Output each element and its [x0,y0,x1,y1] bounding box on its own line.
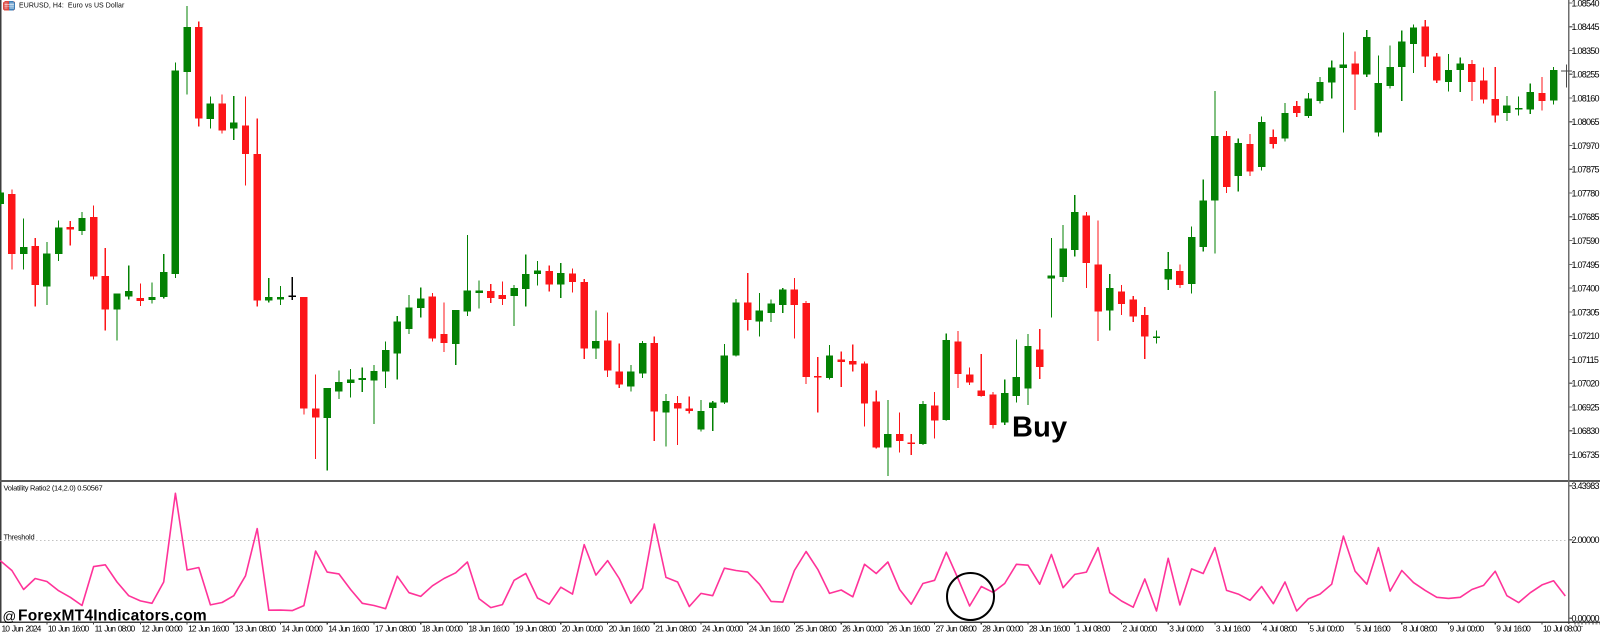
svg-text:10 Jun 2024: 10 Jun 2024 [2,624,42,633]
svg-text:1.08160: 1.08160 [1572,93,1600,103]
svg-text:24 Jun 00:00: 24 Jun 00:00 [702,624,744,633]
svg-text:1.08445: 1.08445 [1572,22,1600,32]
svg-text:26 Jun 00:00: 26 Jun 00:00 [842,624,884,633]
svg-text:20 Jun 00:00: 20 Jun 00:00 [562,624,604,633]
svg-text:9 Jul 00:00: 9 Jul 00:00 [1450,624,1485,633]
svg-text:8 Jul 08:00: 8 Jul 08:00 [1403,624,1438,633]
svg-text:27 Jun 08:00: 27 Jun 08:00 [936,624,978,633]
svg-text:5 Jul 00:00: 5 Jul 00:00 [1309,624,1344,633]
svg-text:1.07685: 1.07685 [1572,212,1600,222]
svg-text:10 Jul 08:00: 10 Jul 08:00 [1543,624,1582,633]
svg-text:18 Jun 16:00: 18 Jun 16:00 [468,624,510,633]
svg-text:1.06925: 1.06925 [1572,402,1600,412]
svg-text:EURUSD, H4: Euro vs US Dollar: EURUSD, H4: Euro vs US Dollar [19,2,125,9]
svg-text:14 Jun 00:00: 14 Jun 00:00 [282,624,324,633]
svg-text:11 Jun 08:00: 11 Jun 08:00 [95,624,136,633]
svg-text:1.07875: 1.07875 [1572,165,1600,175]
svg-text:21 Jun 08:00: 21 Jun 08:00 [655,624,697,633]
svg-text:20 Jun 16:00: 20 Jun 16:00 [609,624,651,633]
svg-text:Volatility Ratio2 (14,2.0) 0.5: Volatility Ratio2 (14,2.0) 0.50567 [4,484,103,493]
svg-text:1.07780: 1.07780 [1572,189,1600,199]
svg-text:12 Jun 16:00: 12 Jun 16:00 [188,624,230,633]
svg-text:1.07970: 1.07970 [1572,141,1600,151]
svg-text:1.06830: 1.06830 [1572,426,1600,436]
svg-text:1.07020: 1.07020 [1572,379,1600,389]
svg-text:17 Jun 08:00: 17 Jun 08:00 [375,624,417,633]
svg-text:0.00000: 0.00000 [1572,614,1600,624]
svg-text:1 Jul 08:00: 1 Jul 08:00 [1076,624,1111,633]
svg-text:18 Jun 00:00: 18 Jun 00:00 [422,624,464,633]
svg-text:@: @ [3,609,17,624]
svg-text:14 Jun 16:00: 14 Jun 16:00 [328,624,370,633]
svg-text:Buy: Buy [1012,412,1067,444]
svg-text:10 Jun 16:00: 10 Jun 16:00 [48,624,90,633]
svg-text:19 Jun 08:00: 19 Jun 08:00 [515,624,557,633]
svg-text:13 Jun 08:00: 13 Jun 08:00 [235,624,277,633]
svg-text:ForexMT4Indicators.com: ForexMT4Indicators.com [18,608,207,625]
svg-text:2 Jul 00:00: 2 Jul 00:00 [1123,624,1158,633]
svg-text:26 Jun 16:00: 26 Jun 16:00 [889,624,931,633]
svg-text:9 Jul 16:00: 9 Jul 16:00 [1496,624,1531,633]
svg-text:1.07210: 1.07210 [1572,331,1600,341]
svg-text:12 Jun 00:00: 12 Jun 00:00 [141,624,183,633]
svg-text:1.08255: 1.08255 [1572,70,1600,80]
svg-text:1.07305: 1.07305 [1572,307,1600,317]
svg-text:1.06735: 1.06735 [1572,450,1600,460]
svg-text:1.07115: 1.07115 [1572,355,1599,365]
svg-text:24 Jun 16:00: 24 Jun 16:00 [749,624,791,633]
svg-text:1.07400: 1.07400 [1572,284,1600,294]
svg-text:1.07590: 1.07590 [1572,236,1600,246]
svg-text:Threshold: Threshold [4,533,35,542]
svg-text:28 Jun 00:00: 28 Jun 00:00 [982,624,1024,633]
svg-text:28 Jun 16:00: 28 Jun 16:00 [1029,624,1071,633]
svg-text:1.08350: 1.08350 [1572,46,1600,56]
svg-text:25 Jun 08:00: 25 Jun 08:00 [795,624,837,633]
svg-text:3 Jul 16:00: 3 Jul 16:00 [1216,624,1251,633]
svg-text:4 Jul 08:00: 4 Jul 08:00 [1263,624,1298,633]
svg-text:5 Jul 16:00: 5 Jul 16:00 [1356,624,1391,633]
svg-text:3.43983: 3.43983 [1572,481,1600,491]
svg-text:1.07495: 1.07495 [1572,260,1600,270]
svg-text:3 Jul 00:00: 3 Jul 00:00 [1169,624,1204,633]
svg-text:1.08065: 1.08065 [1572,117,1600,127]
svg-text:2.00000: 2.00000 [1572,535,1600,545]
svg-text:1.08540: 1.08540 [1572,0,1600,8]
